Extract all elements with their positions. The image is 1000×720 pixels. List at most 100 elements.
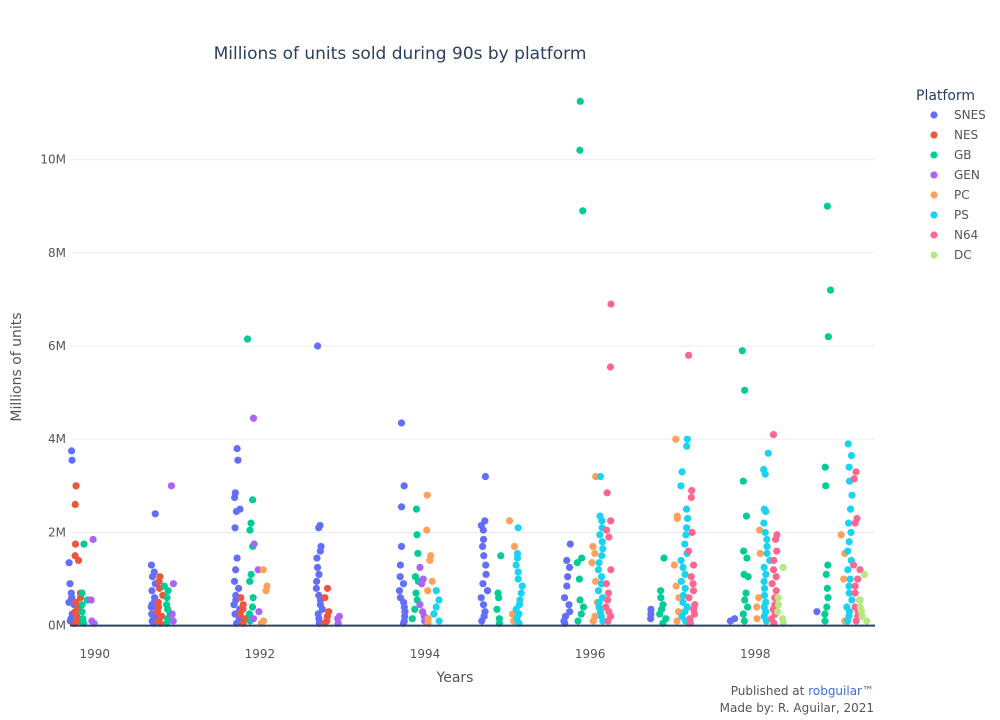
- data-point[interactable]: [479, 526, 487, 534]
- data-point[interactable]: [164, 587, 172, 595]
- data-point[interactable]: [565, 563, 574, 572]
- data-point[interactable]: [579, 207, 587, 215]
- data-point[interactable]: [514, 524, 522, 532]
- data-point[interactable]: [684, 547, 693, 555]
- data-point[interactable]: [607, 300, 615, 308]
- data-point[interactable]: [779, 563, 787, 572]
- data-point[interactable]: [518, 582, 526, 590]
- data-point[interactable]: [774, 601, 783, 609]
- data-point[interactable]: [72, 482, 80, 490]
- data-point[interactable]: [594, 566, 603, 574]
- data-point[interactable]: [742, 512, 751, 520]
- data-point[interactable]: [249, 414, 258, 422]
- data-point[interactable]: [234, 584, 243, 592]
- data-point[interactable]: [595, 559, 603, 567]
- data-point[interactable]: [563, 582, 571, 590]
- data-point[interactable]: [840, 575, 848, 583]
- data-point[interactable]: [678, 468, 686, 476]
- data-point[interactable]: [605, 533, 613, 541]
- data-point[interactable]: [598, 573, 606, 581]
- data-point[interactable]: [763, 535, 771, 544]
- data-point[interactable]: [232, 507, 241, 516]
- data-point[interactable]: [773, 547, 781, 555]
- data-point[interactable]: [594, 587, 603, 595]
- data-point[interactable]: [683, 435, 691, 443]
- data-point[interactable]: [606, 363, 615, 371]
- data-point[interactable]: [850, 475, 858, 483]
- data-point[interactable]: [823, 202, 831, 210]
- data-point[interactable]: [599, 545, 607, 553]
- data-point[interactable]: [854, 575, 862, 583]
- data-point[interactable]: [168, 610, 176, 618]
- data-point[interactable]: [856, 596, 864, 604]
- data-point[interactable]: [151, 510, 159, 518]
- data-point[interactable]: [479, 535, 488, 544]
- data-point[interactable]: [477, 594, 485, 602]
- data-point[interactable]: [430, 610, 438, 618]
- data-point[interactable]: [313, 563, 322, 572]
- data-point[interactable]: [564, 573, 572, 581]
- data-point[interactable]: [514, 575, 522, 583]
- data-point[interactable]: [435, 596, 443, 604]
- data-point[interactable]: [738, 347, 746, 355]
- data-point[interactable]: [576, 596, 584, 604]
- data-point[interactable]: [323, 584, 332, 592]
- data-point[interactable]: [753, 615, 761, 623]
- data-point[interactable]: [435, 617, 443, 625]
- data-point[interactable]: [760, 577, 768, 585]
- data-point[interactable]: [482, 561, 490, 569]
- data-point[interactable]: [687, 493, 695, 502]
- data-point[interactable]: [247, 570, 255, 578]
- data-point[interactable]: [768, 580, 776, 588]
- data-point[interactable]: [424, 587, 432, 595]
- legend-label-dc[interactable]: DC: [954, 248, 972, 262]
- data-point[interactable]: [740, 547, 748, 555]
- data-point[interactable]: [78, 601, 86, 609]
- data-point[interactable]: [824, 561, 832, 569]
- data-point[interactable]: [314, 342, 322, 350]
- data-point[interactable]: [742, 589, 750, 597]
- data-point[interactable]: [147, 561, 156, 569]
- data-point[interactable]: [863, 617, 871, 625]
- data-point[interactable]: [760, 519, 768, 527]
- data-point[interactable]: [681, 540, 689, 548]
- data-point[interactable]: [493, 605, 501, 613]
- data-point[interactable]: [822, 482, 830, 490]
- data-point[interactable]: [824, 594, 832, 602]
- data-point[interactable]: [847, 451, 856, 460]
- data-point[interactable]: [148, 587, 156, 595]
- data-point[interactable]: [513, 554, 522, 562]
- data-point[interactable]: [740, 617, 748, 625]
- data-point[interactable]: [772, 587, 780, 595]
- data-point[interactable]: [231, 524, 239, 532]
- data-point[interactable]: [495, 594, 503, 602]
- data-point[interactable]: [726, 617, 734, 625]
- data-point[interactable]: [673, 514, 681, 523]
- data-point[interactable]: [78, 589, 86, 597]
- data-point[interactable]: [762, 507, 770, 516]
- data-point[interactable]: [843, 617, 852, 625]
- data-point[interactable]: [589, 542, 597, 551]
- data-point[interactable]: [596, 472, 605, 481]
- data-point[interactable]: [478, 617, 486, 625]
- robguilar-link[interactable]: robguilar™: [808, 684, 874, 698]
- data-point[interactable]: [313, 577, 321, 585]
- data-point[interactable]: [685, 594, 693, 602]
- data-point[interactable]: [753, 603, 761, 611]
- data-point[interactable]: [677, 577, 685, 585]
- data-point[interactable]: [824, 333, 832, 341]
- data-point[interactable]: [247, 519, 255, 527]
- data-point[interactable]: [743, 554, 751, 562]
- data-point[interactable]: [78, 608, 86, 616]
- data-point[interactable]: [480, 552, 488, 560]
- data-point[interactable]: [591, 549, 599, 558]
- data-point[interactable]: [512, 561, 520, 569]
- data-point[interactable]: [756, 549, 764, 558]
- data-point[interactable]: [396, 561, 404, 569]
- data-point[interactable]: [80, 540, 88, 548]
- data-point[interactable]: [167, 482, 176, 490]
- data-point[interactable]: [233, 554, 241, 562]
- data-point[interactable]: [243, 335, 252, 343]
- data-point[interactable]: [231, 610, 239, 618]
- data-point[interactable]: [845, 538, 853, 546]
